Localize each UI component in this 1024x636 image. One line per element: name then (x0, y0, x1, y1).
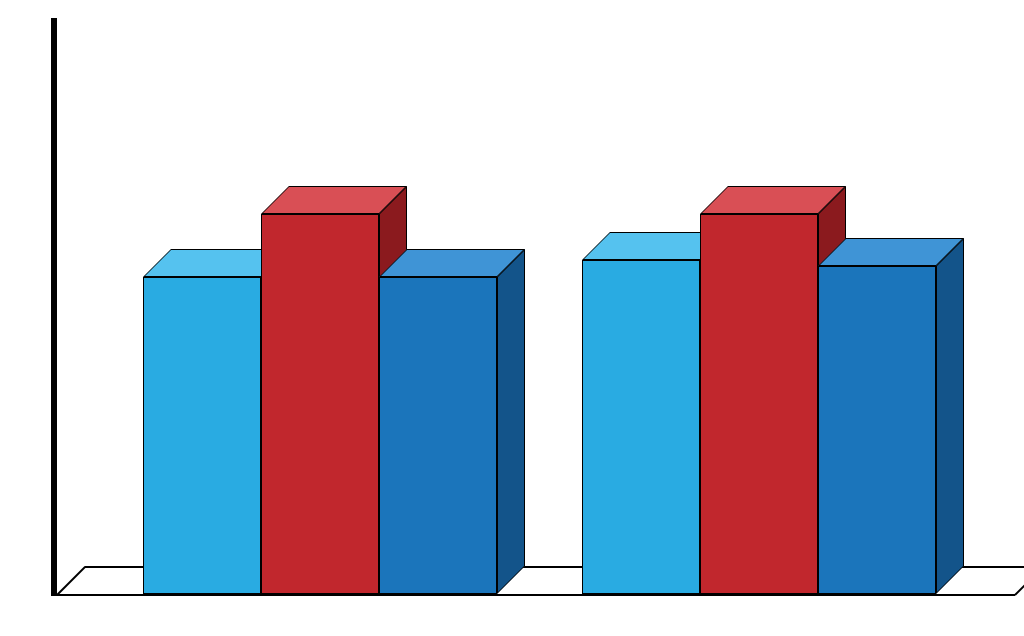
bar-front-face (261, 214, 379, 594)
bars-layer (0, 0, 1024, 636)
bar-front-face (379, 277, 497, 594)
bar-front-face (582, 260, 700, 594)
bar-group-2-series2 (700, 214, 818, 594)
bar-group-2-series1 (582, 260, 700, 594)
bar-group-1-series3 (379, 277, 497, 594)
bar-front-face (818, 266, 936, 594)
bar-side-face (936, 238, 964, 594)
bar-group-1-series2 (261, 214, 379, 594)
bar-front-face (700, 214, 818, 594)
bar-front-face (143, 277, 261, 594)
bar-chart (0, 0, 1024, 636)
bar-side-face (497, 249, 525, 594)
bar-group-1-series1 (143, 277, 261, 594)
bar-group-2-series3 (818, 266, 936, 594)
